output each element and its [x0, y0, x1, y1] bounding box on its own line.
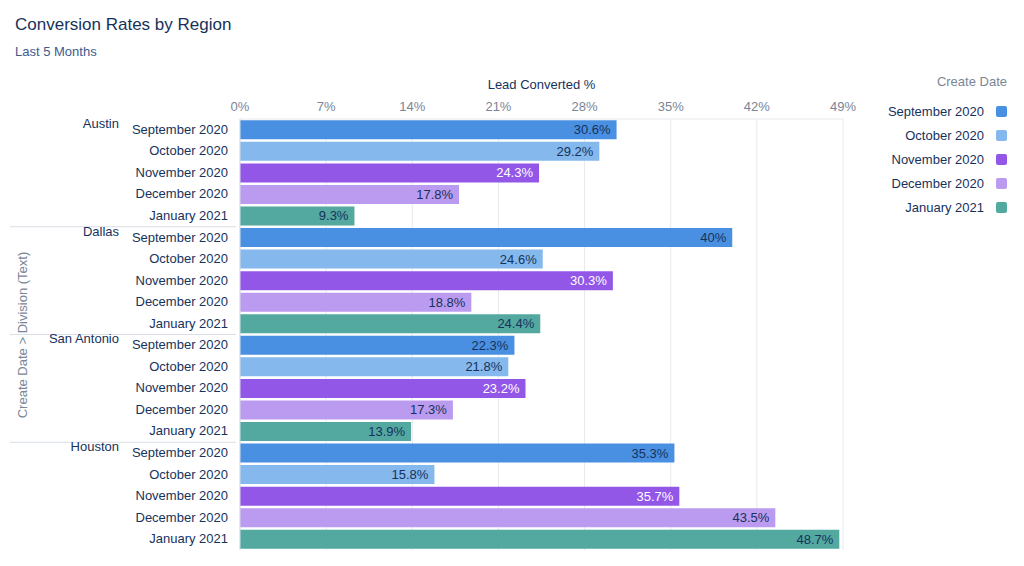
- svg-text:Austin: Austin: [83, 116, 119, 131]
- html-text:Last 5 Months: Last 5 Months: [15, 44, 97, 59]
- svg-text:17.8%: 17.8%: [416, 187, 453, 202]
- svg-text:22.3%: 22.3%: [472, 338, 509, 353]
- svg-text:28%: 28%: [572, 99, 598, 114]
- svg-text:December 2020: December 2020: [136, 186, 229, 201]
- svg-text:24.6%: 24.6%: [500, 252, 537, 267]
- svg-text:January 2021: January 2021: [149, 531, 228, 546]
- svg-text:35%: 35%: [658, 99, 684, 114]
- svg-text:January 2021: January 2021: [149, 316, 228, 331]
- svg-text:Dallas: Dallas: [83, 224, 120, 239]
- svg-text:7%: 7%: [317, 99, 336, 114]
- svg-text:November 2020: November 2020: [136, 488, 229, 503]
- svg-text:13.9%: 13.9%: [368, 424, 405, 439]
- svg-text:24.3%: 24.3%: [496, 165, 533, 180]
- svg-text:September 2020: September 2020: [132, 337, 228, 352]
- svg-text:December 2020: December 2020: [136, 294, 229, 309]
- html-text:Conversion Rates by Region: Conversion Rates by Region: [15, 15, 232, 34]
- svg-text:9.3%: 9.3%: [319, 208, 349, 223]
- svg-text:November 2020: November 2020: [136, 165, 229, 180]
- svg-text:21.8%: 21.8%: [465, 359, 502, 374]
- html-text:October 2020: October 2020: [905, 127, 984, 143]
- svg-text:29.2%: 29.2%: [556, 144, 593, 159]
- svg-text:October 2020: October 2020: [149, 359, 228, 374]
- svg-text:September 2020: September 2020: [132, 122, 228, 137]
- svg-text:35.3%: 35.3%: [632, 446, 669, 461]
- svg-text:35.7%: 35.7%: [636, 489, 673, 504]
- svg-text:21%: 21%: [485, 99, 511, 114]
- svg-text:December 2020: December 2020: [136, 510, 229, 525]
- svg-text:San Antonio: San Antonio: [49, 331, 119, 346]
- svg-text:15.8%: 15.8%: [392, 467, 429, 482]
- svg-text:September 2020: September 2020: [132, 230, 228, 245]
- svg-text:24.4%: 24.4%: [497, 316, 534, 331]
- html-text:December 2020: December 2020: [891, 175, 984, 191]
- svg-text:49%: 49%: [830, 99, 856, 114]
- svg-text:48.7%: 48.7%: [796, 532, 833, 547]
- svg-text:30.6%: 30.6%: [574, 122, 611, 137]
- svg-text:14%: 14%: [399, 99, 425, 114]
- svg-text:0%: 0%: [231, 99, 250, 114]
- svg-text:43.5%: 43.5%: [732, 510, 769, 525]
- svg-text:18.8%: 18.8%: [428, 295, 465, 310]
- html-text:Create Date > Division (Text): Create Date > Division (Text): [14, 251, 30, 418]
- svg-text:23.2%: 23.2%: [483, 381, 520, 396]
- svg-text:October 2020: October 2020: [149, 251, 228, 266]
- html-text:November 2020: November 2020: [891, 151, 984, 167]
- svg-text:December 2020: December 2020: [136, 402, 229, 417]
- svg-text:November 2020: November 2020: [136, 380, 229, 395]
- html-text:January 2021: January 2021: [905, 199, 984, 215]
- svg-text:October 2020: October 2020: [149, 143, 228, 158]
- svg-text:October 2020: October 2020: [149, 467, 228, 482]
- svg-text:42%: 42%: [744, 99, 770, 114]
- html-text:September 2020: September 2020: [887, 103, 984, 119]
- svg-text:September 2020: September 2020: [132, 445, 228, 460]
- svg-text:Houston: Houston: [71, 439, 119, 454]
- svg-text:January 2021: January 2021: [149, 208, 228, 223]
- svg-text:40%: 40%: [700, 230, 726, 245]
- html-text:Lead Converted %: Lead Converted %: [487, 77, 596, 92]
- svg-text:January 2021: January 2021: [149, 423, 228, 438]
- svg-text:November 2020: November 2020: [136, 273, 229, 288]
- svg-text:17.3%: 17.3%: [410, 402, 447, 417]
- html-text:Create Date: Create Date: [936, 74, 1007, 89]
- svg-text:30.3%: 30.3%: [570, 273, 607, 288]
